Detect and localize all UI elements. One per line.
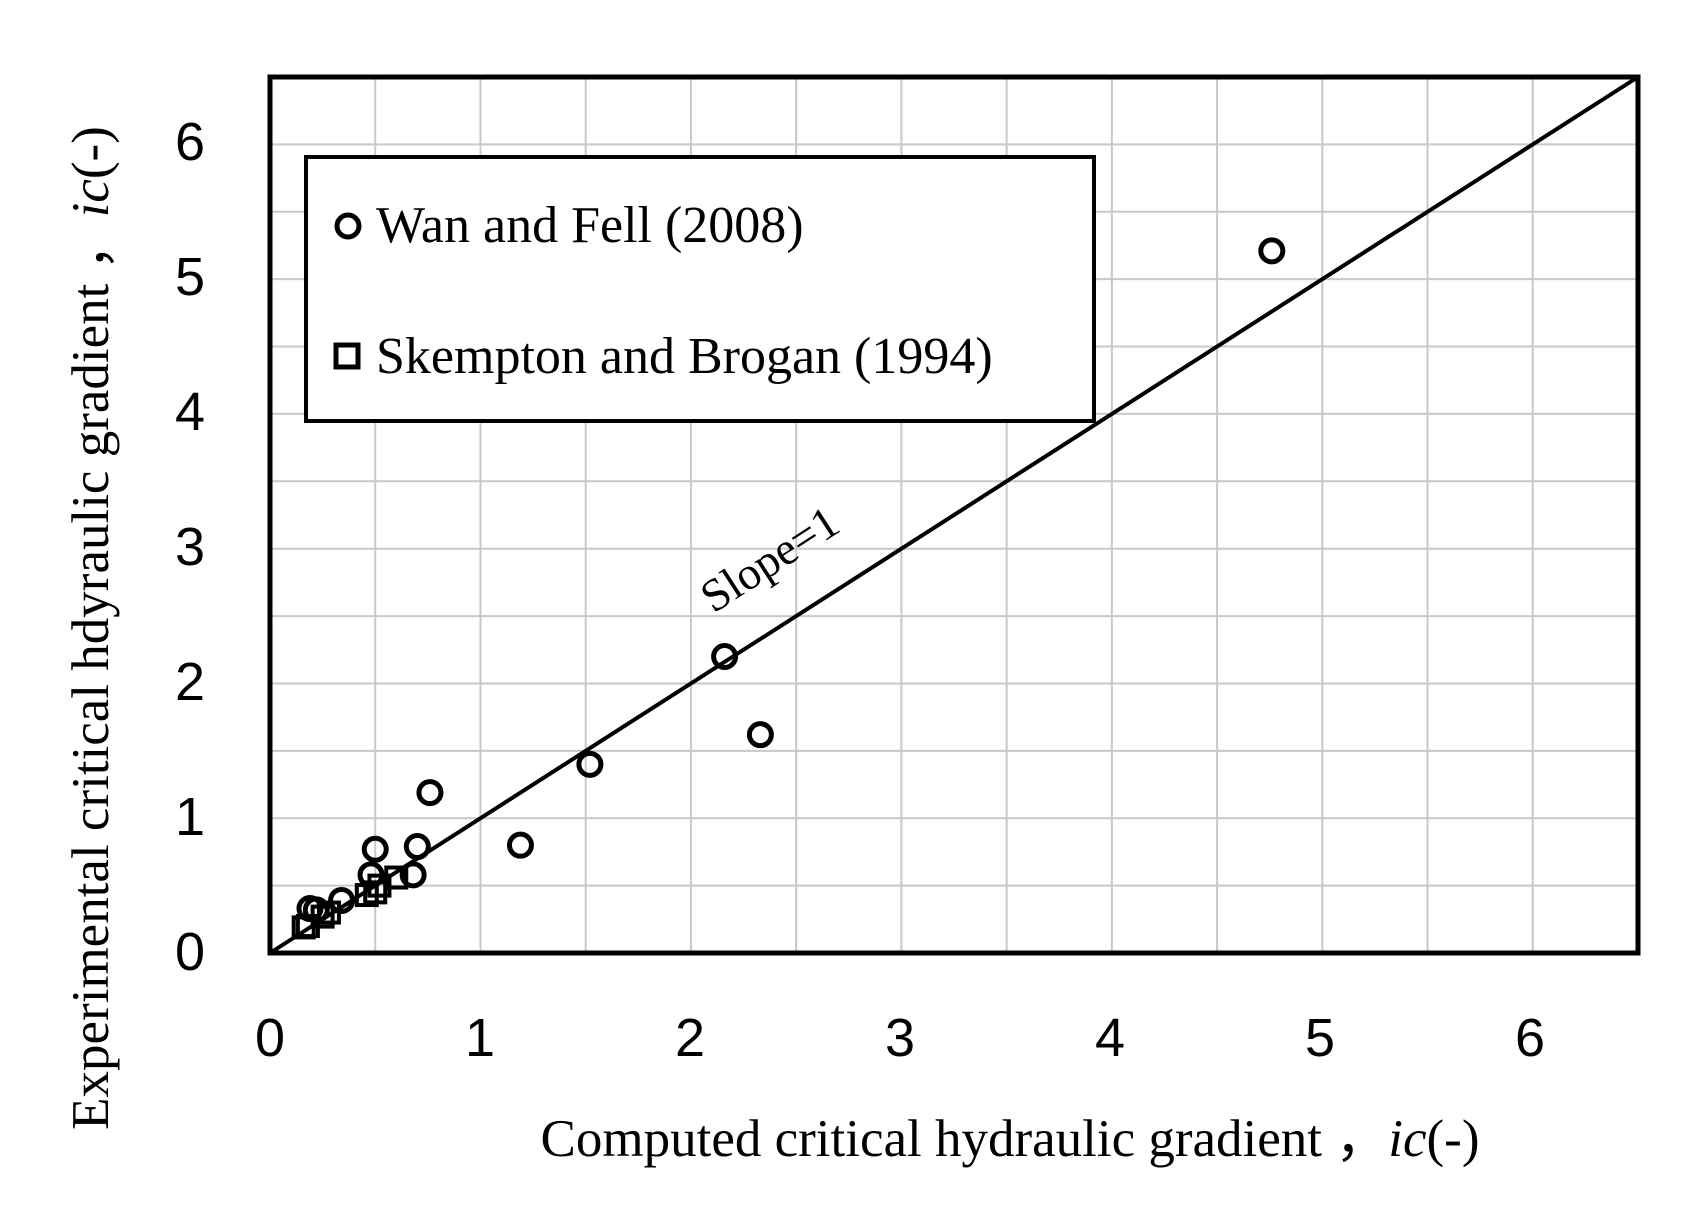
y-axis-label-text: Experimental critical hdyraulic gradient… [62, 217, 120, 1129]
y-axis-label: Experimental critical hdyraulic gradient… [62, 126, 120, 1130]
data-point-circle [746, 721, 774, 749]
x-tick-label: 6 [1515, 1008, 1545, 1068]
legend: Wan and Fell (2008) Skempton and Brogan … [304, 155, 1096, 423]
y-tick-label: 2 [175, 652, 205, 712]
legend-box [304, 155, 1096, 423]
data-point-square [384, 865, 409, 890]
data-point-square [363, 880, 388, 905]
data-point-circle [403, 833, 431, 861]
legend-circle-marker [334, 212, 362, 240]
data-point-circle [328, 886, 356, 914]
legend-square-marker [333, 342, 361, 370]
x-tick-label: 5 [1305, 1008, 1335, 1068]
data-point-circle [416, 779, 444, 807]
y-tick-label: 0 [175, 922, 205, 982]
data-point-square [310, 904, 335, 929]
legend-label-wan-and-fell: Wan and Fell (2008) [376, 197, 804, 254]
x-axis-label-unit: (-) [1427, 1110, 1480, 1168]
x-tick-label: 2 [675, 1008, 705, 1068]
x-tick-label: 3 [885, 1008, 915, 1068]
y-tick-label: 6 [175, 112, 205, 172]
plot-frame [267, 74, 1641, 956]
y-tick-label: 3 [175, 517, 205, 577]
x-tick-label: 1 [465, 1008, 495, 1068]
data-point-circle [576, 750, 604, 778]
y-axis-label-unit: (-) [62, 126, 120, 179]
data-point-circle [1258, 237, 1286, 265]
slope-reference-line [268, 75, 1640, 955]
x-axis-label: Computed critical hydraulic gradient ，ic… [541, 1110, 1480, 1168]
y-tick-label: 5 [175, 247, 205, 307]
y-tick-label: 1 [175, 787, 205, 847]
data-point-circle [506, 831, 534, 859]
y-axis-ticks: 0 1 2 3 4 5 6 [175, 112, 205, 982]
data-point-square [316, 900, 341, 925]
data-points [291, 237, 1286, 940]
legend-label-skempton-and-brogan: Skempton and Brogan (1994) [376, 328, 993, 385]
x-axis-ticks: 0 1 2 3 4 5 6 [255, 1008, 1545, 1068]
y-tick-label: 4 [175, 382, 205, 442]
data-point-circle [361, 835, 389, 863]
data-point-circle [399, 861, 427, 889]
x-tick-label: 0 [255, 1008, 285, 1068]
x-axis-label-text: Computed critical hydraulic gradient ， [541, 1110, 1389, 1168]
y-axis-label-symbol: ic [62, 179, 120, 217]
x-tick-label: 4 [1095, 1008, 1125, 1068]
x-axis-label-symbol: ic [1388, 1110, 1426, 1168]
data-point-circle [711, 643, 739, 671]
